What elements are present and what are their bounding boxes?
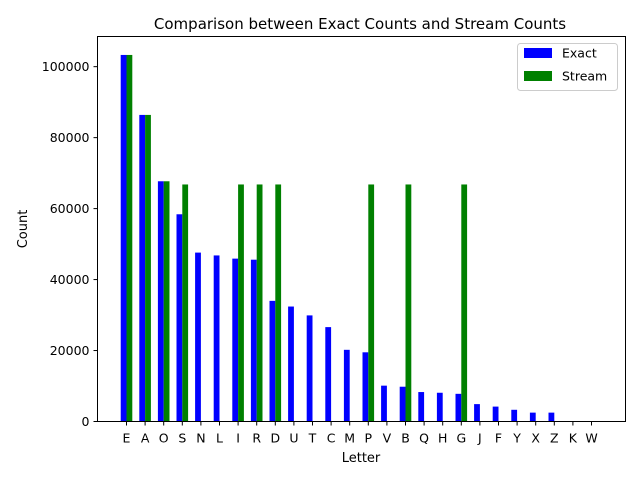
bar-stream-p bbox=[368, 184, 375, 422]
bar-exact-q bbox=[418, 392, 425, 422]
bar-exact-o bbox=[157, 181, 164, 422]
x-tick-label: L bbox=[216, 431, 223, 446]
bar-stream-e bbox=[126, 54, 133, 422]
bar-exact-g bbox=[455, 393, 462, 422]
plot-frame bbox=[97, 36, 626, 422]
y-tick-label: 100000 bbox=[42, 59, 90, 74]
bar-exact-d bbox=[269, 300, 276, 422]
legend: Exact Stream bbox=[517, 43, 618, 91]
bar-exact-n bbox=[195, 252, 201, 422]
x-tick-label: S bbox=[178, 431, 186, 446]
y-tick-label: 0 bbox=[82, 414, 90, 429]
legend-swatch-exact bbox=[524, 48, 552, 58]
x-tick-label: Z bbox=[550, 431, 559, 446]
x-tick-label: R bbox=[252, 431, 261, 446]
bar-stream-o bbox=[163, 181, 170, 422]
x-tick-label: J bbox=[477, 431, 482, 446]
bar-exact-h bbox=[436, 392, 443, 422]
bar-exact-y bbox=[511, 409, 518, 422]
bar-exact-j bbox=[474, 404, 480, 422]
x-tick-label: X bbox=[531, 431, 540, 446]
bar-exact-i bbox=[232, 258, 239, 422]
x-tick-label: C bbox=[327, 431, 336, 446]
x-tick-label: B bbox=[401, 431, 410, 446]
x-tick-label: H bbox=[438, 431, 447, 446]
bar-stream-b bbox=[405, 184, 412, 422]
x-tick-label: D bbox=[270, 431, 280, 446]
y-tick-label: 20000 bbox=[50, 343, 90, 358]
bar-exact-x bbox=[529, 412, 536, 422]
x-tick-label: K bbox=[569, 431, 578, 446]
bar-stream-a bbox=[145, 114, 151, 422]
y-tick-label: 60000 bbox=[50, 201, 90, 216]
bar-exact-r bbox=[250, 259, 257, 422]
x-tick-label: O bbox=[159, 431, 169, 446]
y-axis-ticks: 0 20000 40000 60000 80000 100000 bbox=[42, 59, 98, 429]
y-tick-label: 80000 bbox=[50, 130, 90, 145]
bar-exact-e bbox=[120, 54, 127, 422]
x-tick-label: W bbox=[585, 431, 597, 446]
legend-label-stream: Stream bbox=[562, 69, 607, 84]
bar-exact-a bbox=[139, 114, 146, 422]
x-tick-label: F bbox=[495, 431, 502, 446]
x-tick-label: M bbox=[344, 431, 355, 446]
bar-exact-l bbox=[213, 255, 220, 422]
x-axis-label: Letter bbox=[342, 451, 381, 466]
y-tick-label: 40000 bbox=[50, 272, 90, 287]
chart-title: Comparison between Exact Counts and Stre… bbox=[154, 15, 566, 33]
x-tick-label: A bbox=[141, 431, 150, 446]
x-tick-label: U bbox=[289, 431, 298, 446]
bar-stream-i bbox=[238, 184, 244, 422]
x-tick-label: I bbox=[236, 431, 240, 446]
bar-exact-m bbox=[343, 349, 350, 422]
x-tick-label: Y bbox=[512, 431, 521, 446]
bar-stream-g bbox=[461, 184, 468, 422]
bar-exact-c bbox=[325, 327, 332, 422]
bar-exact-p bbox=[362, 352, 369, 422]
x-tick-label: N bbox=[196, 431, 205, 446]
legend-label-exact: Exact bbox=[562, 46, 597, 61]
bar-stream-s bbox=[182, 184, 189, 422]
x-tick-label: T bbox=[308, 431, 317, 446]
bar-exact-t bbox=[306, 315, 313, 422]
x-tick-label: Q bbox=[419, 431, 429, 446]
x-tick-label: V bbox=[383, 431, 392, 446]
bar-exact-u bbox=[288, 306, 294, 422]
legend-swatch-stream bbox=[524, 71, 552, 81]
plot-area bbox=[120, 54, 555, 422]
bar-exact-b bbox=[399, 386, 406, 422]
bar-exact-v bbox=[381, 385, 387, 422]
bar-exact-f bbox=[492, 406, 499, 422]
bar-exact-z bbox=[548, 412, 555, 422]
bar-stream-d bbox=[275, 184, 282, 422]
x-tick-label: E bbox=[123, 431, 131, 446]
bar-exact-s bbox=[176, 214, 183, 422]
y-axis-label: Count bbox=[16, 210, 31, 249]
x-tick-label: P bbox=[365, 431, 373, 446]
bar-stream-r bbox=[256, 184, 263, 422]
x-tick-label: G bbox=[456, 431, 466, 446]
